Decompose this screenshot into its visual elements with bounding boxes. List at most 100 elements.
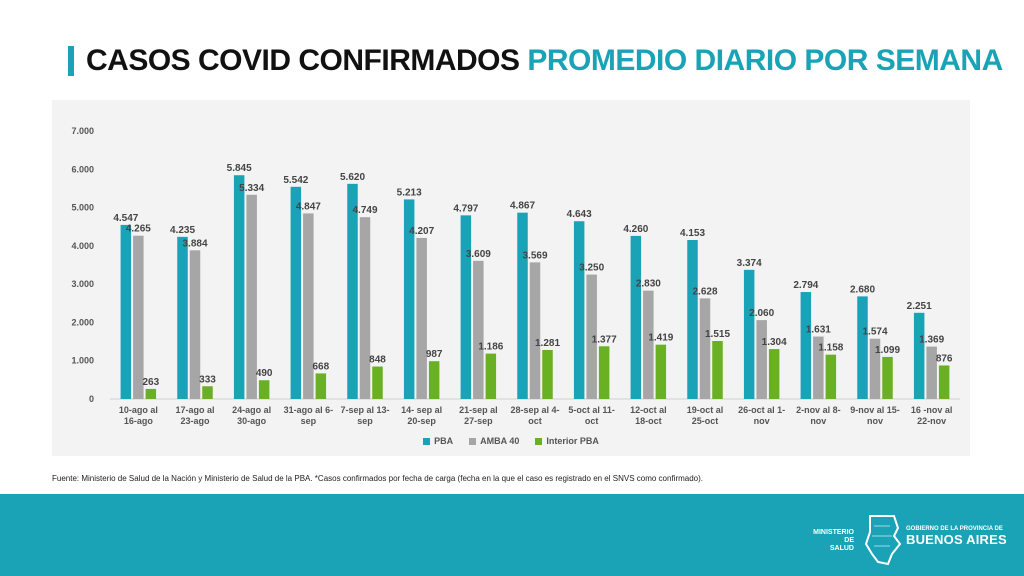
bar-amba-40 xyxy=(926,346,937,399)
x-tick-label: 14- sep al xyxy=(401,405,442,415)
bar-pba xyxy=(687,239,698,399)
data-label: 1.377 xyxy=(592,334,617,345)
gobierno-logo: GOBIERNO DE LA PROVINCIA DE BUENOS AIRES xyxy=(906,526,1007,547)
data-label: 5.213 xyxy=(397,187,422,198)
x-tick-label: 25-oct xyxy=(692,416,719,426)
bar-amba-40 xyxy=(586,274,597,399)
legend-label-pba: PBA xyxy=(434,436,454,446)
legend-swatch-amba xyxy=(469,437,477,445)
legend-swatch-interior xyxy=(535,437,543,445)
province-map-icon xyxy=(864,515,902,566)
x-tick-label: 24-ago al xyxy=(232,405,271,415)
x-tick-label: nov xyxy=(867,416,883,426)
gobierno-line: GOBIERNO DE LA PROVINCIA DE xyxy=(906,526,1003,532)
data-label: 1.304 xyxy=(762,337,787,348)
bar-pba xyxy=(177,236,188,399)
x-tick-label: oct xyxy=(585,416,599,426)
bar-pba xyxy=(517,212,528,399)
data-label: 4.235 xyxy=(170,225,195,236)
ministerio-line1: MINISTERIO DE xyxy=(813,529,854,544)
data-label: 3.609 xyxy=(466,249,491,260)
y-tick-label: 6.000 xyxy=(71,164,94,174)
x-tick-label: 22-nov xyxy=(917,416,946,426)
x-tick-label: 21-sep al xyxy=(459,405,498,415)
bar-amba-40 xyxy=(869,338,881,399)
x-tick-label: 17-ago al xyxy=(175,405,214,415)
data-label: 1.574 xyxy=(862,327,887,338)
ministerio-line2: SALUD xyxy=(829,545,854,552)
data-label: 2.794 xyxy=(793,280,818,291)
data-label: 5.845 xyxy=(227,163,252,174)
data-label: 876 xyxy=(936,353,953,364)
bar-pba xyxy=(800,292,812,399)
data-label: 490 xyxy=(256,368,273,379)
bar-pba xyxy=(290,186,302,399)
x-tick-label: oct xyxy=(528,416,542,426)
bar-pba xyxy=(403,199,415,399)
bar-interior-pba xyxy=(598,346,610,399)
data-label: 333 xyxy=(199,374,216,385)
bar-interior-pba xyxy=(485,353,497,399)
data-label: 5.334 xyxy=(239,183,264,194)
data-label: 668 xyxy=(312,361,329,372)
x-tick-label: nov xyxy=(754,416,770,426)
bar-pba xyxy=(347,183,358,399)
bar-interior-pba xyxy=(655,344,667,399)
data-label: 4.847 xyxy=(296,201,321,212)
x-tick-label: 5-oct al 11- xyxy=(568,405,615,415)
data-label: 3.884 xyxy=(182,238,207,249)
legend-label-amba: AMBA 40 xyxy=(480,436,520,446)
data-label: 2.830 xyxy=(636,279,661,290)
data-label: 4.260 xyxy=(623,224,648,235)
x-tick-label: nov xyxy=(810,416,826,426)
bar-pba xyxy=(460,215,472,399)
data-label: 4.153 xyxy=(680,228,705,239)
y-tick-label: 5.000 xyxy=(71,203,94,213)
x-tick-label: 9-nov al 15- xyxy=(850,405,900,415)
x-tick-label: 26-oct al 1- xyxy=(738,405,785,415)
data-label: 2.628 xyxy=(692,286,717,297)
bar-interior-pba xyxy=(258,380,270,399)
bar-amba-40 xyxy=(303,213,314,399)
x-tick-label: 7-sep al 13- xyxy=(340,405,389,415)
x-tick-label: 20-sep xyxy=(407,416,436,426)
bar-interior-pba xyxy=(542,349,553,399)
legend-item-pba: PBA xyxy=(423,436,453,446)
bar-pba xyxy=(743,269,755,399)
data-label: 2.251 xyxy=(907,301,932,312)
data-label: 4.207 xyxy=(409,226,434,237)
data-label: 3.250 xyxy=(579,263,604,274)
data-label: 3.374 xyxy=(737,258,762,269)
bar-interior-pba xyxy=(768,349,780,399)
bar-amba-40 xyxy=(473,260,484,399)
data-label: 5.542 xyxy=(283,175,308,186)
bar-interior-pba xyxy=(145,388,157,399)
chart-panel: 0 1.000 2.000 3.000 4.000 5.000 6.000 7.000 4.54… xyxy=(52,100,970,456)
data-label: 1.369 xyxy=(919,335,944,346)
bar-pba xyxy=(913,312,925,399)
data-label: 2.680 xyxy=(850,284,875,295)
bar-amba-40 xyxy=(643,290,654,399)
x-tick-label: 10-ago al xyxy=(119,405,158,415)
y-tick-label: 1.000 xyxy=(71,356,94,366)
footer-bar: MINISTERIO DE SALUD GOBIERNO DE LA PROVI… xyxy=(0,494,1024,576)
page-title: CASOS COVID CONFIRMADOS PROMEDIO DIARIO … xyxy=(86,44,1003,78)
y-tick-label: 3.000 xyxy=(71,279,94,289)
bar-amba-40 xyxy=(359,217,371,399)
y-tick-label: 0 xyxy=(89,394,94,404)
legend-item-amba: AMBA 40 xyxy=(469,436,519,446)
x-tick-label: sep xyxy=(301,416,317,426)
ministerio-logo: MINISTERIO DE SALUD xyxy=(804,529,854,553)
bar-interior-pba xyxy=(825,354,837,399)
data-label: 2.060 xyxy=(749,308,774,319)
bar-pba xyxy=(857,296,868,399)
bar-chart: 0 1.000 2.000 3.000 4.000 5.000 6.000 7.000 4.54… xyxy=(71,126,960,426)
bar-amba-40 xyxy=(813,336,824,399)
data-label: 987 xyxy=(426,349,443,360)
x-tick-label: 27-sep xyxy=(464,416,493,426)
legend-swatch-pba xyxy=(423,437,431,445)
data-label: 4.797 xyxy=(453,203,478,214)
title-part1: CASOS COVID CONFIRMADOS xyxy=(86,44,520,77)
data-label: 4.265 xyxy=(126,224,151,235)
y-tick-label: 2.000 xyxy=(71,317,94,327)
